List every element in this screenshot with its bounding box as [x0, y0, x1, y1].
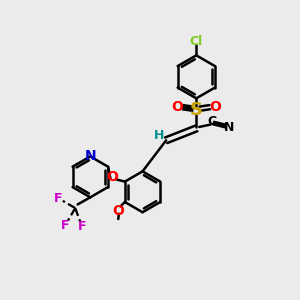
Text: H: H — [154, 129, 164, 142]
Text: O: O — [112, 204, 124, 218]
Text: Cl: Cl — [190, 35, 203, 48]
Text: F: F — [54, 192, 62, 205]
Text: O: O — [172, 100, 183, 114]
Text: F: F — [78, 220, 86, 233]
Text: N: N — [85, 149, 96, 164]
Text: F: F — [61, 219, 70, 232]
Text: N: N — [224, 121, 234, 134]
Text: O: O — [107, 170, 118, 184]
Text: S: S — [190, 101, 203, 119]
Text: C: C — [208, 115, 217, 128]
Text: O: O — [209, 100, 221, 114]
